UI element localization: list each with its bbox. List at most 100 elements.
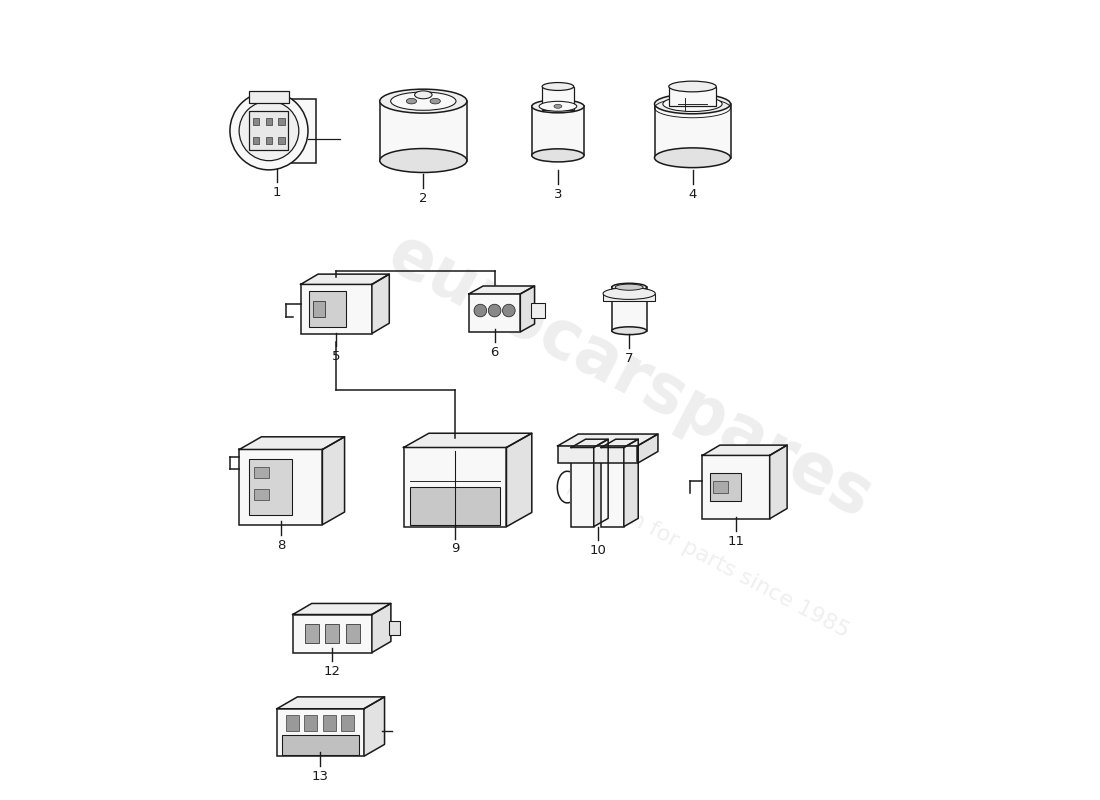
Bar <box>253 466 270 478</box>
Ellipse shape <box>554 104 562 108</box>
Polygon shape <box>594 439 608 526</box>
Polygon shape <box>364 697 385 756</box>
Polygon shape <box>624 439 638 526</box>
Polygon shape <box>293 603 390 614</box>
Ellipse shape <box>539 102 576 111</box>
Text: 1: 1 <box>273 186 282 199</box>
Ellipse shape <box>669 81 716 92</box>
Bar <box>250 91 288 103</box>
Bar <box>669 86 716 106</box>
Text: 8: 8 <box>276 538 285 551</box>
Bar <box>711 473 740 502</box>
Bar <box>341 715 354 731</box>
FancyBboxPatch shape <box>293 614 372 653</box>
Text: 12: 12 <box>323 666 341 678</box>
Text: 11: 11 <box>727 534 745 547</box>
Ellipse shape <box>531 100 584 113</box>
Bar <box>250 111 288 150</box>
Bar <box>345 624 360 643</box>
Bar <box>531 106 584 155</box>
Text: 9: 9 <box>451 542 459 555</box>
Bar <box>282 734 360 754</box>
Polygon shape <box>571 439 608 447</box>
Ellipse shape <box>542 82 574 90</box>
Polygon shape <box>372 603 390 653</box>
Bar <box>410 487 500 525</box>
Bar <box>714 481 728 494</box>
Bar <box>253 137 260 143</box>
Bar <box>612 287 647 330</box>
Circle shape <box>230 92 308 170</box>
FancyBboxPatch shape <box>602 447 624 526</box>
Ellipse shape <box>379 89 466 113</box>
Bar <box>253 489 270 500</box>
FancyBboxPatch shape <box>703 455 770 518</box>
Bar <box>305 624 319 643</box>
Ellipse shape <box>603 288 656 299</box>
Polygon shape <box>703 445 788 455</box>
Polygon shape <box>469 286 535 294</box>
FancyBboxPatch shape <box>240 450 322 525</box>
Bar <box>249 459 292 515</box>
Bar <box>278 137 285 143</box>
Polygon shape <box>372 274 389 334</box>
Text: passion for parts since 1985: passion for parts since 1985 <box>564 475 852 642</box>
Bar <box>286 715 299 731</box>
Ellipse shape <box>654 148 730 168</box>
Text: 2: 2 <box>419 192 428 205</box>
Bar <box>542 86 574 110</box>
Ellipse shape <box>663 96 722 111</box>
FancyBboxPatch shape <box>404 447 506 526</box>
Bar <box>603 294 656 302</box>
Ellipse shape <box>406 98 417 104</box>
Bar <box>308 290 345 327</box>
Polygon shape <box>637 434 658 463</box>
Text: 3: 3 <box>553 188 562 201</box>
Bar <box>278 118 285 125</box>
Text: 13: 13 <box>312 770 329 782</box>
Bar <box>379 101 466 161</box>
Polygon shape <box>240 437 344 450</box>
Ellipse shape <box>615 284 644 290</box>
Bar <box>388 621 399 635</box>
Text: eurocarspares: eurocarspares <box>376 221 882 532</box>
Bar <box>654 104 730 158</box>
Ellipse shape <box>612 283 647 291</box>
Circle shape <box>474 304 486 317</box>
Text: 10: 10 <box>590 544 606 557</box>
Circle shape <box>488 304 501 317</box>
Ellipse shape <box>415 91 432 98</box>
Polygon shape <box>520 286 535 332</box>
Bar <box>326 624 340 643</box>
FancyBboxPatch shape <box>277 709 364 756</box>
Text: 5: 5 <box>332 350 341 363</box>
Polygon shape <box>300 274 389 285</box>
Text: 7: 7 <box>625 352 634 365</box>
Ellipse shape <box>612 327 647 334</box>
Ellipse shape <box>430 98 440 104</box>
Text: 6: 6 <box>491 346 498 359</box>
Bar <box>266 137 272 143</box>
Circle shape <box>503 304 515 317</box>
FancyBboxPatch shape <box>571 447 594 526</box>
Polygon shape <box>770 445 788 518</box>
Bar <box>530 303 544 318</box>
Polygon shape <box>404 434 531 447</box>
Bar <box>322 715 337 731</box>
Ellipse shape <box>531 149 584 162</box>
Polygon shape <box>322 437 344 525</box>
Ellipse shape <box>654 94 730 114</box>
Bar <box>253 118 260 125</box>
FancyBboxPatch shape <box>469 294 520 332</box>
FancyBboxPatch shape <box>558 446 637 463</box>
Bar <box>312 301 326 317</box>
Bar <box>266 118 272 125</box>
Ellipse shape <box>379 149 466 173</box>
Polygon shape <box>506 434 531 526</box>
Ellipse shape <box>390 92 456 110</box>
Polygon shape <box>558 434 658 446</box>
Bar <box>304 715 317 731</box>
Text: 4: 4 <box>689 188 696 201</box>
Polygon shape <box>602 439 638 447</box>
Bar <box>270 98 317 163</box>
